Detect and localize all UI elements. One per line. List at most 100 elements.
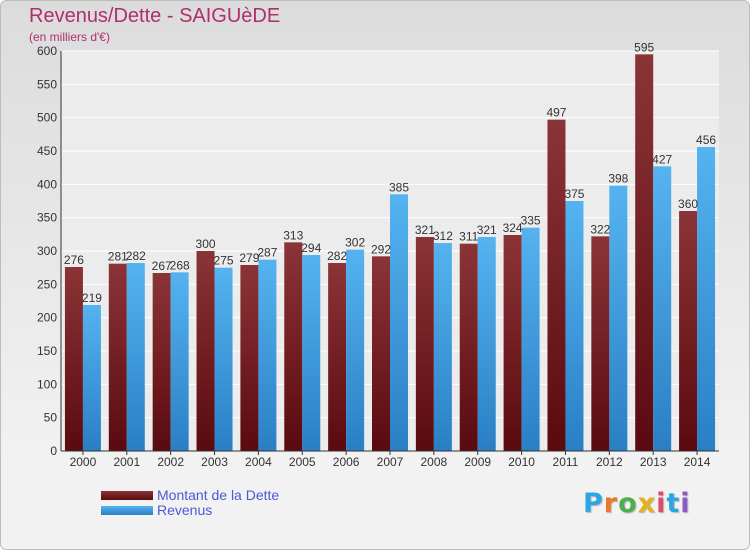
- y-tick-label: 450: [37, 144, 57, 158]
- data-label-revenus: 385: [389, 180, 409, 194]
- x-tick-label: 2009: [464, 455, 491, 469]
- data-label-revenus: 312: [433, 229, 453, 243]
- logo-letter: i: [680, 488, 691, 519]
- data-label-dette: 595: [634, 40, 654, 54]
- data-label-revenus: 275: [214, 254, 234, 268]
- bar-dette: [152, 273, 171, 451]
- x-tick-label: 2012: [596, 455, 623, 469]
- bar-revenus: [697, 147, 716, 451]
- legend-label-revenus: Revenus: [157, 502, 213, 518]
- bar-revenus: [258, 259, 277, 451]
- logo-letter: i: [656, 488, 667, 519]
- proxiti-logo: Proxiti: [583, 488, 691, 519]
- x-tick-label: 2008: [421, 455, 448, 469]
- bar-revenus: [521, 227, 540, 451]
- data-label-dette: 360: [678, 197, 698, 211]
- y-tick-label: 250: [37, 277, 57, 291]
- data-label-dette: 497: [546, 106, 566, 120]
- data-label-revenus: 427: [652, 152, 672, 166]
- bar-dette: [240, 265, 259, 451]
- y-tick-label: 400: [37, 177, 57, 191]
- bar-revenus: [433, 243, 452, 451]
- bar-dette: [108, 263, 127, 451]
- bar-dette: [679, 211, 698, 451]
- data-label-dette: 267: [152, 259, 172, 273]
- y-tick-label: 550: [37, 77, 57, 91]
- data-label-revenus: 294: [301, 241, 321, 255]
- bar-dette: [372, 256, 390, 451]
- data-label-revenus: 321: [477, 223, 497, 237]
- data-label-dette: 313: [283, 228, 303, 242]
- axis-layer: 0 50 100 150 200 250 300 350 400 450 500 550 600 2000…: [37, 44, 719, 469]
- bar-dette: [635, 54, 654, 451]
- y-tick-label: 100: [37, 377, 57, 391]
- data-label-dette: 300: [196, 237, 216, 251]
- bar-dette: [459, 243, 478, 451]
- data-label-dette: 282: [327, 249, 347, 263]
- data-label-dette: 292: [371, 242, 391, 256]
- logo-letter: t: [666, 488, 681, 519]
- bar-revenus: [390, 194, 408, 452]
- x-tick-label: 2010: [508, 455, 535, 469]
- bar-revenus: [302, 255, 321, 451]
- legend-label-dette: Montant de la Dette: [157, 487, 280, 503]
- x-tick-label: 2000: [70, 455, 97, 469]
- y-tick-label: 350: [37, 211, 57, 225]
- data-label-revenus: 398: [608, 172, 628, 186]
- data-label-revenus: 219: [82, 291, 102, 305]
- y-tick-label: 500: [37, 111, 57, 125]
- y-tick-label: 150: [37, 344, 57, 358]
- x-tick-label: 2006: [333, 455, 360, 469]
- bar-revenus: [609, 185, 628, 451]
- y-tick-label: 600: [37, 44, 57, 58]
- legend-swatch-dette: [101, 491, 153, 500]
- bar-revenus: [565, 201, 584, 451]
- bar-dette: [64, 267, 83, 451]
- chart-subtitle: (en milliers d'€): [29, 30, 110, 44]
- bar-dette: [284, 242, 303, 451]
- x-tick-label: 2013: [640, 455, 667, 469]
- bar-revenus: [346, 249, 365, 451]
- bar-dette: [196, 251, 215, 451]
- data-label-revenus: 268: [170, 258, 190, 272]
- chart-title: Revenus/Dette - SAIGUèDE: [29, 5, 281, 27]
- bar-dette: [328, 263, 347, 451]
- logo-letter: P: [583, 488, 604, 519]
- data-label-revenus: 335: [521, 214, 541, 228]
- data-label-dette: 279: [239, 251, 259, 265]
- x-tick-label: 2002: [157, 455, 184, 469]
- data-label-revenus: 456: [696, 133, 716, 147]
- x-tick-label: 2003: [201, 455, 228, 469]
- data-label-dette: 276: [64, 253, 84, 267]
- y-tick-label: 300: [37, 244, 57, 258]
- x-tick-label: 2005: [289, 455, 316, 469]
- legend-swatch-revenus: [101, 506, 153, 515]
- bars-layer: [64, 54, 716, 452]
- data-label-dette: 324: [503, 221, 523, 235]
- bar-revenus: [126, 263, 145, 451]
- x-tick-label: 2001: [113, 455, 140, 469]
- data-label-revenus: 302: [345, 236, 365, 250]
- bar-dette: [547, 119, 566, 452]
- data-label-dette: 311: [459, 230, 478, 244]
- x-tick-label: 2011: [553, 455, 579, 469]
- data-label-dette: 281: [108, 250, 128, 264]
- bar-dette: [591, 236, 610, 451]
- bar-revenus: [477, 237, 496, 451]
- x-tick-label: 2007: [377, 455, 404, 469]
- x-tick-label: 2004: [245, 455, 272, 469]
- y-tick-label: 200: [37, 311, 57, 325]
- bar-revenus: [653, 166, 672, 452]
- data-label-dette: 321: [415, 223, 435, 237]
- logo-letter: o: [618, 488, 638, 519]
- data-label-revenus: 287: [257, 246, 277, 260]
- data-label-revenus: 282: [126, 249, 146, 263]
- bar-dette: [415, 237, 434, 451]
- bar-revenus: [170, 272, 189, 451]
- data-label-dette: 322: [590, 222, 610, 236]
- logo-letter: r: [603, 488, 619, 519]
- bar-revenus: [214, 267, 233, 451]
